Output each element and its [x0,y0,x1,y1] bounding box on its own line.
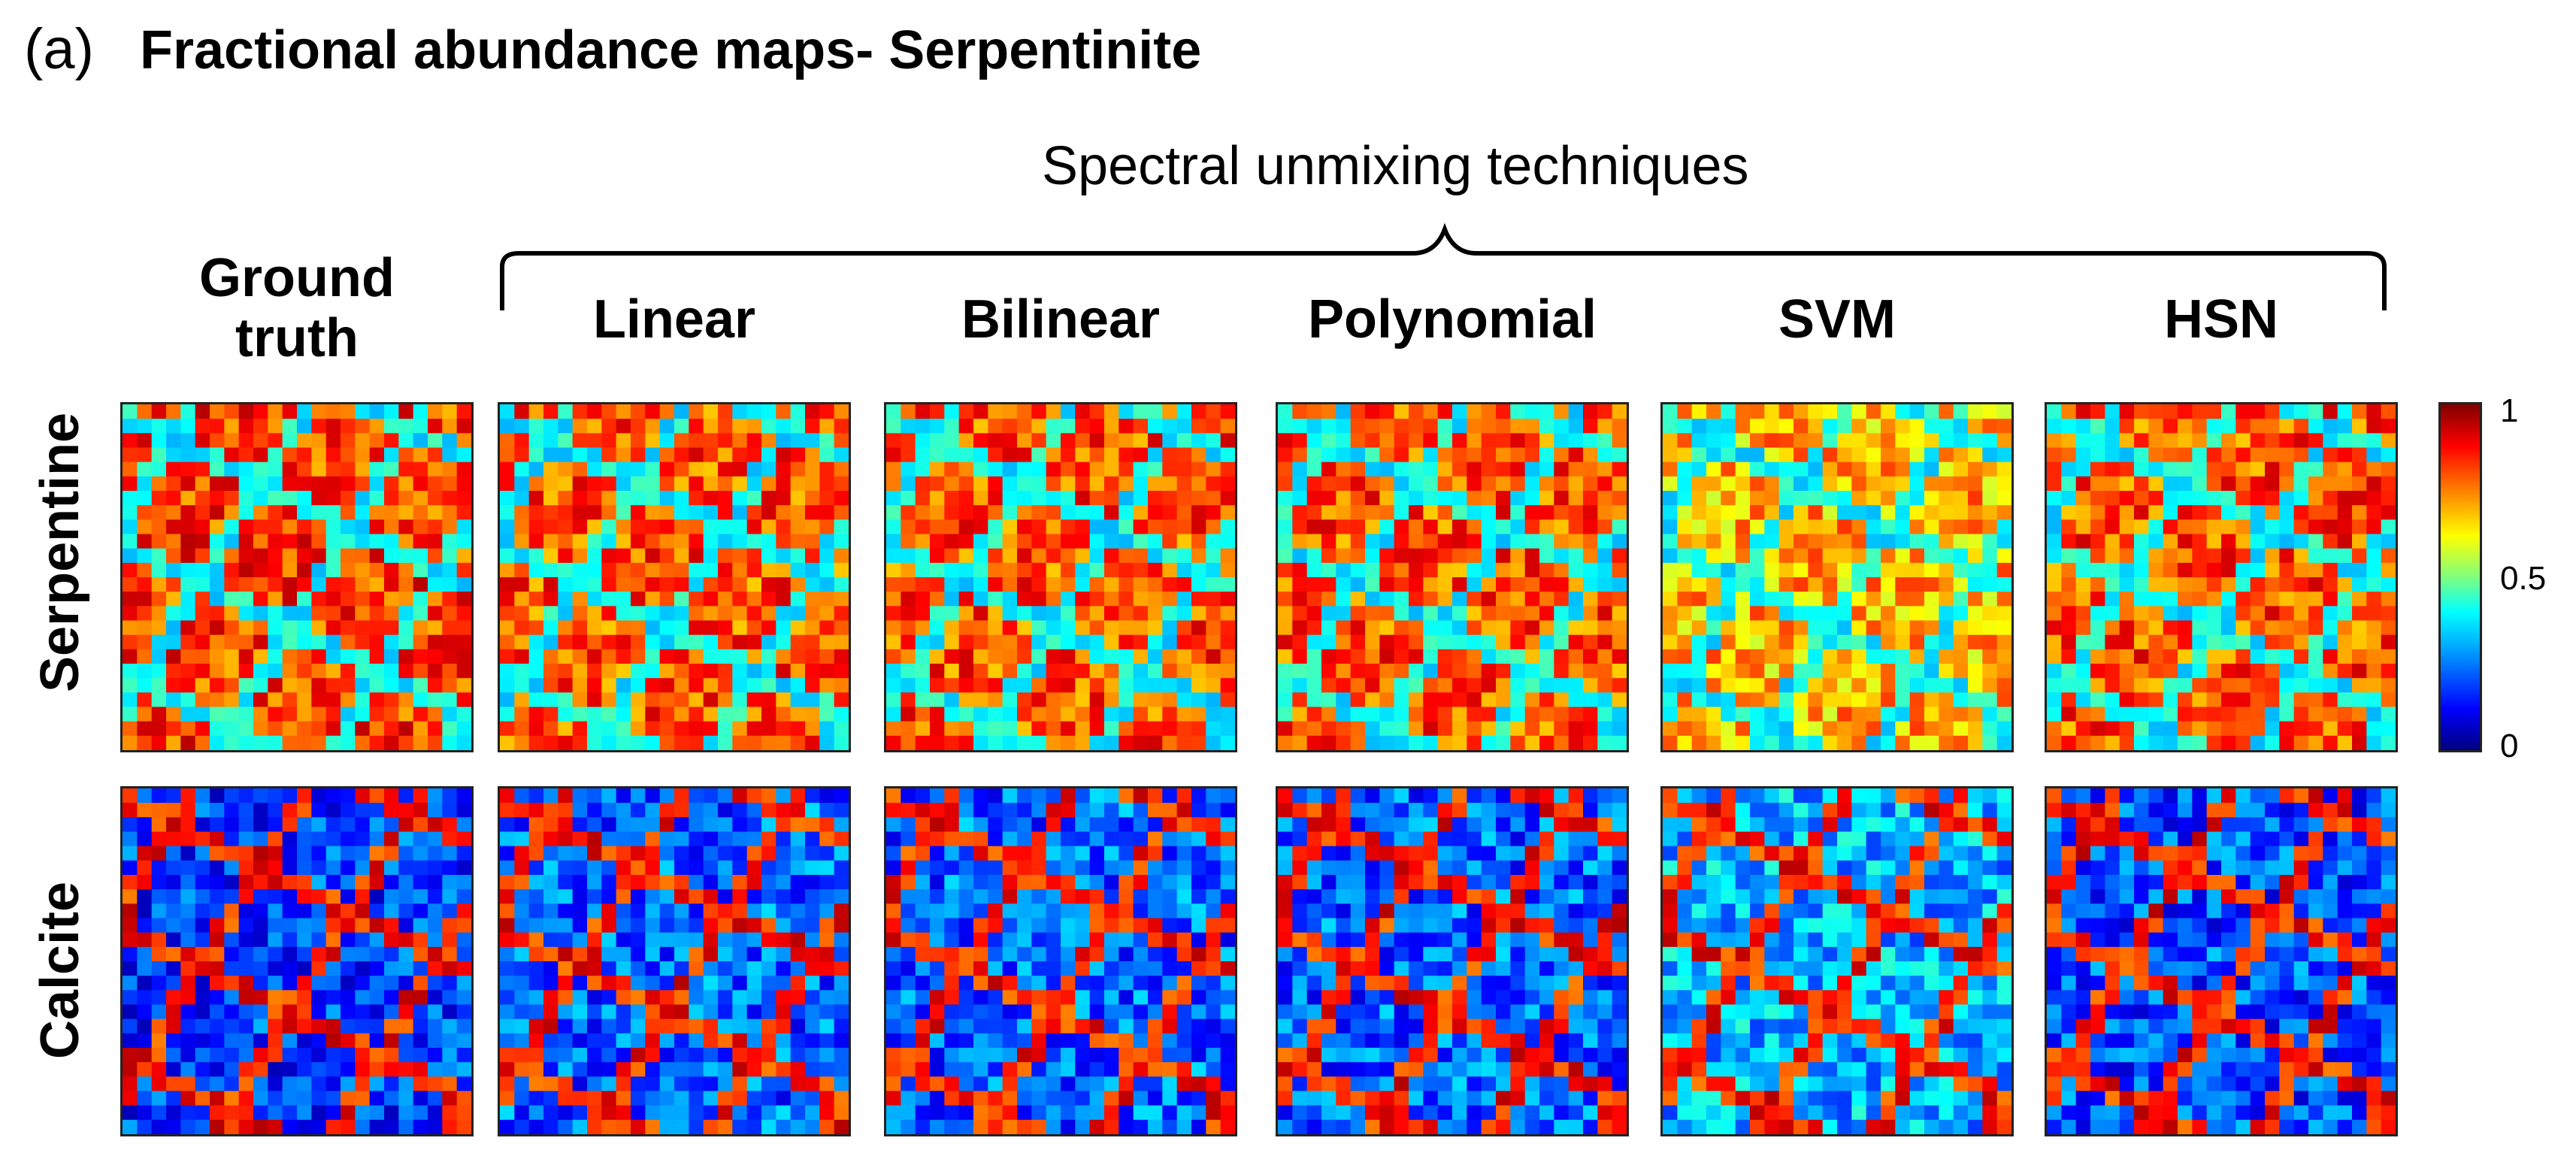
map-calcite-polynomial [1276,786,1629,1136]
column-header-polynomial: Polynomial [1307,289,1597,350]
map-serpentine-hsn [2045,402,2398,752]
techniques-label: Spectral unmixing techniques [1042,136,1749,196]
map-serpentine-bilinear [884,402,1237,752]
map-serpentine-svm [1660,402,2014,752]
column-header-svm: SVM [1778,289,1896,350]
map-calcite-bilinear [884,786,1237,1136]
ground-truth-line2: truth [235,308,359,368]
map-calcite-linear [498,786,851,1136]
colorbar-tick-mid: 0.5 [2500,560,2547,597]
map-serpentine-linear [498,402,851,752]
figure-title: Fractional abundance maps- Serpentinite [140,20,1202,80]
colorbar-tick-min: 0 [2500,728,2519,764]
ground-truth-line1: Ground [199,248,395,308]
techniques-brace [500,222,2387,310]
map-calcite-hsn [2045,786,2398,1136]
map-serpentine-polynomial [1276,402,1629,752]
panel-tag: (a) [24,17,94,81]
row-header-calcite: Calcite [30,881,90,1060]
column-header-linear: Linear [592,289,756,350]
ground-truth-header: Ground truth [120,248,474,368]
column-header-bilinear: Bilinear [961,289,1161,350]
colorbar-tick-max: 1 [2500,392,2519,429]
column-header-hsn: HSN [2163,289,2278,350]
map-serpentine-ground-truth [120,402,474,752]
map-calcite-svm [1660,786,2014,1136]
map-calcite-ground-truth [120,786,474,1136]
colorbar [2438,402,2482,752]
row-header-serpentine: Serpentine [30,412,90,692]
